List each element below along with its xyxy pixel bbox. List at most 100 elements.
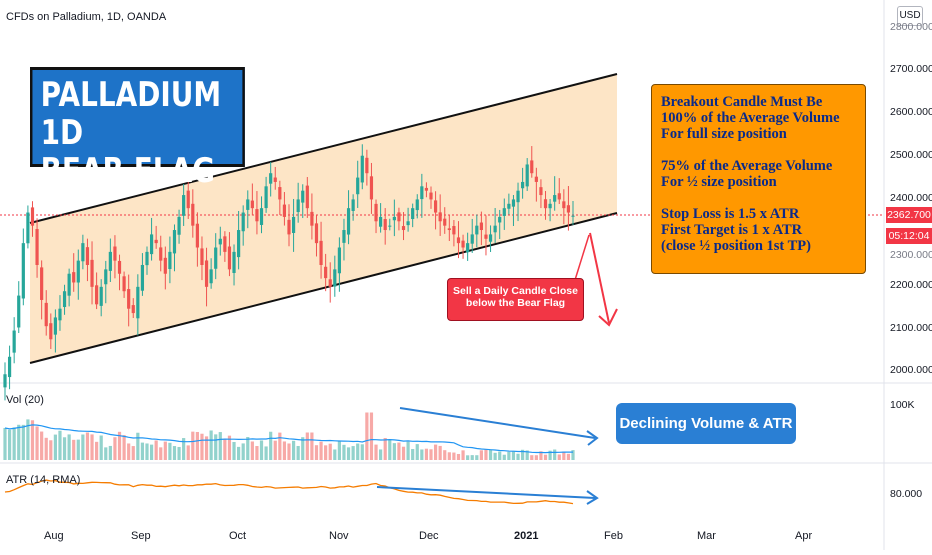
volume-bar bbox=[379, 449, 383, 460]
candle-body bbox=[17, 295, 21, 328]
volume-bar bbox=[452, 452, 456, 460]
volume-bar bbox=[49, 440, 53, 460]
candle-body bbox=[411, 208, 415, 220]
candle-body bbox=[534, 176, 538, 182]
volume-bar bbox=[470, 455, 474, 460]
volume-pane-label[interactable]: Vol (20) bbox=[6, 394, 44, 406]
volume-bar bbox=[12, 427, 16, 460]
volume-bar bbox=[333, 449, 337, 460]
candle-body bbox=[346, 208, 351, 235]
channel-lower-line bbox=[29, 212, 618, 364]
candle-body bbox=[81, 243, 85, 262]
candle-body bbox=[149, 234, 154, 255]
candle-body bbox=[452, 226, 456, 235]
time-label: Dec bbox=[419, 530, 439, 542]
volume-bar bbox=[356, 443, 360, 460]
volume-bar bbox=[159, 447, 163, 460]
volume-bar bbox=[479, 450, 483, 460]
volume-bar bbox=[250, 441, 254, 460]
note-line: For ½ size position bbox=[661, 174, 777, 190]
volume-bar bbox=[7, 429, 12, 460]
volume-bar bbox=[319, 441, 323, 460]
candle-body bbox=[237, 230, 241, 258]
volume-bar bbox=[76, 439, 80, 460]
volume-bar bbox=[548, 450, 552, 460]
candle-body bbox=[484, 234, 488, 239]
note-line: 75% of the Average Volume bbox=[661, 158, 833, 174]
volume-bar bbox=[429, 449, 433, 460]
candle-body bbox=[571, 215, 575, 217]
candle-body bbox=[264, 186, 268, 209]
candle-body bbox=[479, 222, 483, 231]
candle-body bbox=[475, 225, 479, 235]
volume-bar bbox=[406, 441, 410, 460]
volume-bar bbox=[232, 441, 236, 460]
volume-bar bbox=[246, 437, 250, 460]
candle-body bbox=[44, 302, 48, 327]
volume-bar bbox=[127, 443, 131, 460]
volume-bar bbox=[62, 437, 67, 460]
volume-bar bbox=[346, 447, 351, 460]
candle-body bbox=[502, 208, 506, 216]
candle-body bbox=[420, 186, 424, 200]
note-line: 100% of the Average Volume bbox=[661, 110, 840, 126]
volume-bar bbox=[291, 440, 296, 460]
volume-bar bbox=[177, 446, 181, 460]
price-label-top: 2800.000 bbox=[890, 21, 932, 33]
volume-bar bbox=[296, 445, 300, 460]
atr-decline-arrowhead bbox=[586, 490, 599, 505]
candle-body bbox=[360, 155, 364, 183]
candle-body bbox=[447, 228, 451, 231]
volume-bar bbox=[433, 444, 438, 460]
candle-body bbox=[53, 317, 57, 335]
volume-ma-line bbox=[4, 424, 573, 454]
candle-body bbox=[337, 247, 341, 274]
volume-bar bbox=[81, 434, 85, 460]
volume-bar bbox=[113, 437, 117, 460]
volume-bar bbox=[186, 445, 190, 460]
atr-pane-label[interactable]: ATR (14, RMA) bbox=[6, 474, 81, 486]
volume-bar bbox=[424, 448, 429, 460]
candle-body bbox=[438, 212, 442, 222]
volume-bar bbox=[530, 455, 534, 460]
atr-line bbox=[4, 479, 574, 505]
price-label: 2100.000 bbox=[890, 322, 932, 334]
candle-body bbox=[511, 199, 516, 207]
candle-body bbox=[333, 269, 337, 287]
candle-body bbox=[246, 199, 250, 210]
candle-body bbox=[227, 246, 232, 270]
candle-body bbox=[90, 259, 94, 287]
volume-bar bbox=[461, 450, 465, 460]
time-label: Aug bbox=[44, 530, 64, 542]
candle-body bbox=[310, 211, 314, 226]
candle-body bbox=[223, 236, 227, 252]
volume-bar bbox=[397, 442, 401, 460]
declining-volume-note: Declining Volume & ATR bbox=[616, 403, 796, 444]
candle-body bbox=[95, 285, 99, 305]
time-label: Apr bbox=[795, 530, 813, 542]
volume-bar bbox=[324, 445, 328, 460]
candle-body bbox=[516, 190, 520, 203]
price-label: 2200.000 bbox=[890, 279, 932, 291]
candle-body bbox=[291, 216, 296, 233]
volume-bar bbox=[154, 440, 158, 460]
candle-body bbox=[3, 374, 7, 388]
candle-body bbox=[296, 199, 300, 213]
sell-pointer-line bbox=[574, 234, 590, 281]
volume-bar bbox=[209, 430, 213, 460]
candle-body bbox=[456, 237, 461, 244]
breakdown-arrow-line bbox=[589, 232, 610, 324]
volume-decline-arrowhead bbox=[586, 430, 599, 446]
volume-decline-arrow bbox=[399, 407, 596, 439]
candle-body bbox=[191, 203, 195, 226]
atr-axis-label: 80.000 bbox=[890, 488, 923, 500]
candle-body bbox=[470, 234, 474, 244]
volume-bar bbox=[26, 419, 30, 460]
currency-button[interactable]: USD bbox=[897, 6, 923, 26]
candle-body bbox=[397, 212, 401, 222]
candle-body bbox=[342, 230, 346, 243]
volume-bar bbox=[223, 439, 227, 460]
candle-body bbox=[507, 203, 511, 209]
volume-bar bbox=[383, 438, 387, 460]
volume-bar bbox=[438, 445, 442, 460]
